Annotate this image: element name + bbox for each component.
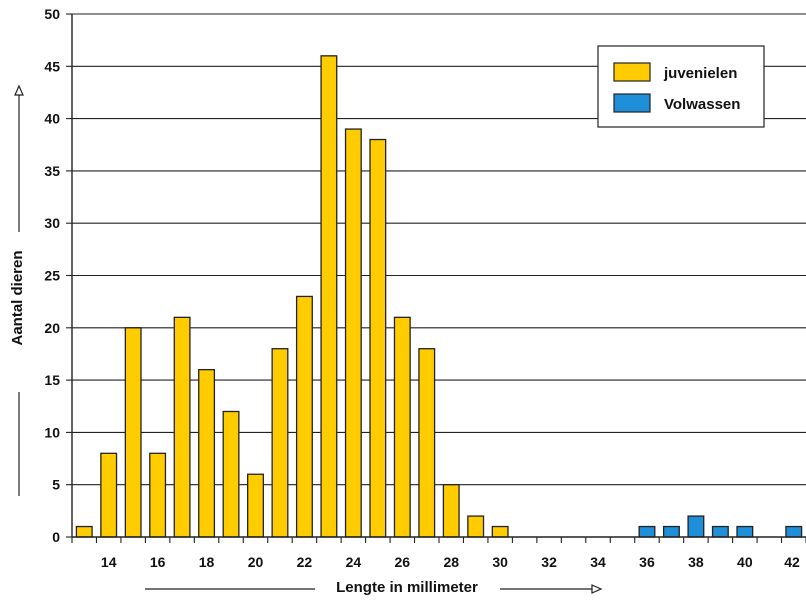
bar-juvenielen-30 (491, 525, 509, 538)
bar-juvenielen-18 (198, 368, 216, 538)
y-axis-arrow-head (14, 84, 24, 96)
legend-box (597, 45, 765, 128)
y-axis-label: Aantal dieren (9, 250, 26, 345)
bar-juvenielen-24 (344, 128, 362, 538)
bar-volwassen-42 (785, 525, 803, 538)
bar-juvenielen-27 (418, 348, 436, 538)
legend-swatch-juvenielen (613, 62, 651, 82)
x-tick-label-16: 16 (150, 554, 166, 570)
x-tick-label-32: 32 (541, 554, 557, 570)
x-tick-label-36: 36 (639, 554, 655, 570)
bar-volwassen-37 (662, 525, 680, 538)
x-axis-label: Lengte in millimeter (336, 579, 478, 595)
bar-volwassen-38 (687, 515, 705, 538)
y-tick-label-45: 45 (44, 58, 60, 74)
y-tick-label-35: 35 (44, 163, 60, 179)
legend: juvenielen Volwassen (597, 45, 765, 128)
bar-juvenielen-23 (320, 55, 338, 538)
gridlines (72, 13, 806, 486)
x-tick-label-22: 22 (297, 554, 313, 570)
bar-juvenielen-19 (222, 410, 240, 538)
x-tick-label-40: 40 (737, 554, 753, 570)
bars (75, 55, 803, 538)
bar-volwassen-40 (736, 525, 754, 538)
legend-label-juvenielen: juvenielen (663, 65, 737, 82)
bar-juvenielen-22 (295, 295, 313, 538)
x-tick-label-20: 20 (248, 554, 264, 570)
y-tick-label-40: 40 (44, 111, 60, 127)
y-tick-label-25: 25 (44, 268, 60, 284)
x-tick-label-26: 26 (395, 554, 411, 570)
x-tick-label-30: 30 (492, 554, 508, 570)
bar-juvenielen-13 (75, 525, 93, 538)
bar-juvenielen-15 (124, 327, 142, 538)
x-tick-label-42: 42 (784, 554, 800, 570)
axes: 0 5 10 15 20 25 30 35 40 45 50 14 16 18 20 22 24 26 28 30 32… (44, 6, 806, 570)
x-tick-label-34: 34 (590, 554, 606, 570)
axis-labels: Aantal dieren Lengte in millimeter (9, 84, 603, 596)
y-tick-label-5: 5 (52, 477, 60, 493)
bar-juvenielen-21 (271, 348, 289, 538)
y-tick-label-15: 15 (44, 372, 60, 388)
y-tick-label-20: 20 (44, 320, 60, 336)
y-tick-label-10: 10 (44, 424, 60, 440)
bar-juvenielen-17 (173, 316, 191, 538)
bar-juvenielen-20 (247, 473, 264, 538)
x-tick-label-38: 38 (688, 554, 704, 570)
bar-juvenielen-16 (149, 452, 167, 538)
x-axis-arrow-head (591, 584, 603, 594)
bar-volwassen-36 (638, 525, 656, 538)
bar-juvenielen-29 (467, 515, 485, 538)
bar-juvenielen-14 (100, 452, 118, 538)
y-tick-label-30: 30 (44, 215, 60, 231)
y-tick-label-50: 50 (44, 6, 60, 22)
x-tick-label-14: 14 (101, 554, 117, 570)
x-tick-label-24: 24 (346, 554, 362, 570)
x-tick-label-18: 18 (199, 554, 215, 570)
bar-juvenielen-26 (393, 316, 411, 538)
legend-swatch-volwassen (613, 93, 651, 113)
bar-juvenielen-25 (369, 138, 387, 538)
legend-label-volwassen: Volwassen (664, 96, 740, 113)
y-tick-label-0: 0 (52, 529, 60, 545)
bar-volwassen-39 (711, 525, 729, 538)
x-tick-label-28: 28 (443, 554, 459, 570)
bar-juvenielen-28 (442, 484, 460, 538)
